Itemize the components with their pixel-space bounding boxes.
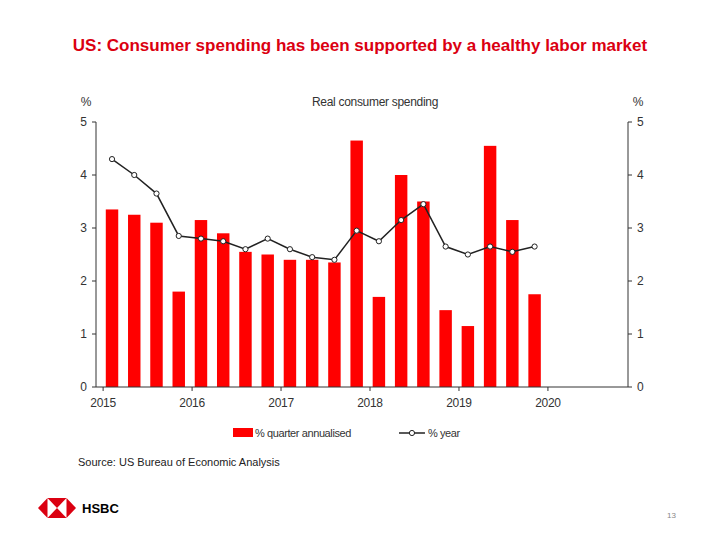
- y2-tick-label: 1: [637, 327, 644, 341]
- bar: [173, 292, 185, 387]
- bar: [150, 223, 162, 387]
- x-tick: [103, 387, 104, 391]
- line-marker: [109, 157, 114, 162]
- x-tick-label: 2016: [179, 396, 205, 410]
- line-marker: [198, 236, 203, 241]
- y-axis-label: %: [81, 95, 92, 109]
- slide-title: US: Consumer spending has been supported…: [73, 36, 648, 55]
- x-tick-label: 2015: [90, 396, 116, 410]
- line-marker: [287, 247, 292, 252]
- y2-tick: [628, 387, 632, 388]
- line-marker: [265, 236, 270, 241]
- y-tick-label: 5: [80, 115, 87, 129]
- bar: [106, 209, 118, 387]
- y2-axis-label: %: [633, 95, 644, 109]
- bar: [395, 175, 407, 387]
- x-tick: [192, 387, 193, 391]
- legend-label: % year: [428, 427, 461, 439]
- marks: [106, 141, 541, 387]
- chart-title: Real consumer spending: [312, 95, 438, 109]
- y2-tick: [628, 281, 632, 282]
- y2-axis-line: [628, 122, 629, 387]
- logo: HSBC: [38, 498, 119, 518]
- x-tick-label: 2018: [357, 396, 383, 410]
- line-marker: [421, 202, 426, 207]
- y-tick-label: 4: [80, 168, 87, 182]
- bar: [284, 260, 296, 387]
- logo-part: [67, 498, 77, 518]
- y-tick: [92, 175, 96, 176]
- line: [112, 159, 535, 260]
- legend: % quarter annualised % year: [233, 427, 461, 439]
- y2-tick-label: 3: [637, 221, 644, 235]
- bar: [439, 310, 451, 387]
- y-tick: [92, 281, 96, 282]
- bar: [128, 215, 140, 387]
- line-marker: [132, 172, 137, 177]
- line-marker: [310, 255, 315, 260]
- y-tick-label: 2: [80, 274, 87, 288]
- y2-tick: [628, 122, 632, 123]
- y2-tick-label: 0: [637, 380, 644, 394]
- y-tick-label: 0: [80, 380, 87, 394]
- line-marker: [376, 239, 381, 244]
- bar: [528, 294, 540, 387]
- slide: US: Consumer spending has been supported…: [0, 0, 720, 540]
- y2-tick-label: 4: [637, 168, 644, 182]
- x-tick: [547, 387, 548, 391]
- legend-label: % quarter annualised: [255, 427, 351, 439]
- y2-tick: [628, 228, 632, 229]
- y-tick: [92, 334, 96, 335]
- bar: [239, 252, 251, 387]
- x-tick: [370, 387, 371, 391]
- line-marker: [443, 244, 448, 249]
- y-tick: [92, 387, 96, 388]
- y-tick-label: 3: [80, 221, 87, 235]
- line-marker: [510, 249, 515, 254]
- bar: [261, 255, 273, 388]
- line-marker: [221, 239, 226, 244]
- bar: [417, 202, 429, 388]
- bar: [484, 146, 496, 387]
- logo-part: [48, 508, 67, 518]
- x-tick-label: 2020: [535, 396, 561, 410]
- line-marker: [243, 247, 248, 252]
- line-marker: [532, 244, 537, 249]
- x-tick: [458, 387, 459, 391]
- bar: [462, 326, 474, 387]
- logo-part: [38, 498, 48, 518]
- axes: 0 1 2 3 4 5 0 1 2 3 4 5 2015 2016 2017 2018 2019 2020: [80, 115, 644, 410]
- bar: [373, 297, 385, 387]
- logo-part: [48, 498, 67, 508]
- bar: [195, 220, 207, 387]
- y-tick: [92, 228, 96, 229]
- line-marker: [332, 257, 337, 262]
- bar: [328, 262, 340, 387]
- x-tick: [281, 387, 282, 391]
- bar: [217, 233, 229, 387]
- line-marker: [176, 233, 181, 238]
- x-tick-label: 2019: [446, 396, 472, 410]
- source: Source: US Bureau of Economic Analysis: [78, 456, 280, 468]
- line-marker: [399, 217, 404, 222]
- line-marker: [154, 191, 159, 196]
- y-tick-label: 1: [80, 327, 87, 341]
- line-marker: [354, 228, 359, 233]
- page-number: 13: [667, 511, 676, 520]
- logo-text: HSBC: [82, 501, 119, 516]
- bar: [350, 141, 362, 387]
- y-axis-line: [96, 122, 97, 387]
- bar: [506, 220, 518, 387]
- y-tick: [92, 122, 96, 123]
- bar: [306, 260, 318, 387]
- line-marker: [465, 252, 470, 257]
- legend-marker: [409, 430, 414, 435]
- x-tick-label: 2017: [268, 396, 294, 410]
- y2-tick: [628, 175, 632, 176]
- y2-tick: [628, 334, 632, 335]
- legend-swatch: [233, 428, 253, 437]
- y2-tick-label: 5: [637, 115, 644, 129]
- y2-tick-label: 2: [637, 274, 644, 288]
- line-marker: [488, 244, 493, 249]
